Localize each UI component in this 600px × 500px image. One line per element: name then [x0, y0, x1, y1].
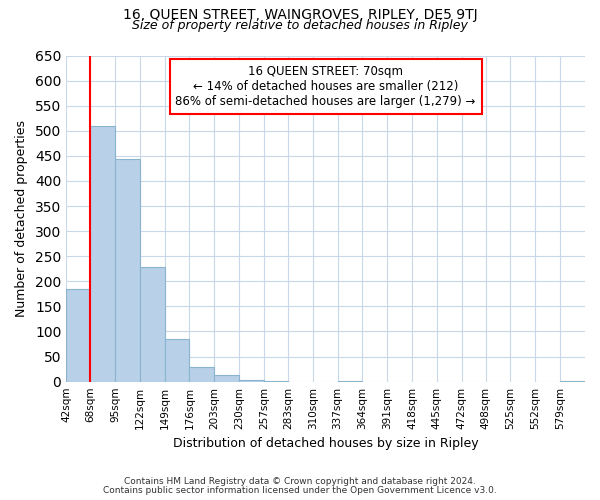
- Bar: [140, 268, 164, 382]
- Text: Contains HM Land Registry data © Crown copyright and database right 2024.: Contains HM Land Registry data © Crown c…: [124, 477, 476, 486]
- Bar: [164, 339, 190, 382]
- Bar: [214, 375, 239, 382]
- Bar: [560, 381, 585, 382]
- Text: 16 QUEEN STREET: 70sqm
← 14% of detached houses are smaller (212)
86% of semi-de: 16 QUEEN STREET: 70sqm ← 14% of detached…: [175, 66, 476, 108]
- Bar: [264, 381, 288, 382]
- Bar: [115, 160, 140, 382]
- Bar: [190, 367, 214, 382]
- Bar: [338, 381, 362, 382]
- Bar: [239, 380, 264, 382]
- Text: Contains public sector information licensed under the Open Government Licence v3: Contains public sector information licen…: [103, 486, 497, 495]
- Text: 16, QUEEN STREET, WAINGROVES, RIPLEY, DE5 9TJ: 16, QUEEN STREET, WAINGROVES, RIPLEY, DE…: [122, 8, 478, 22]
- Bar: [90, 126, 115, 382]
- Text: Size of property relative to detached houses in Ripley: Size of property relative to detached ho…: [132, 19, 468, 32]
- X-axis label: Distribution of detached houses by size in Ripley: Distribution of detached houses by size …: [173, 437, 478, 450]
- Bar: [66, 289, 90, 382]
- Y-axis label: Number of detached properties: Number of detached properties: [15, 120, 28, 317]
